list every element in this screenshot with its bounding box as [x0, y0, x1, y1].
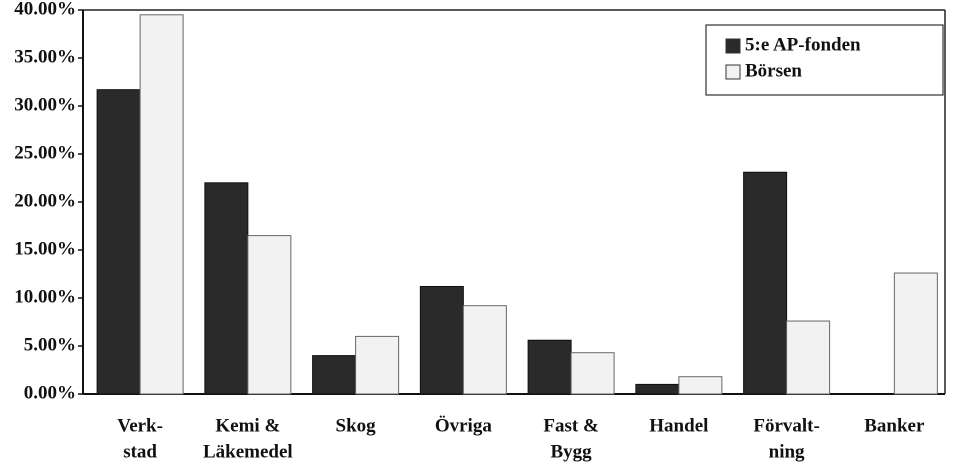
- legend-label: 5:e AP-fonden: [745, 34, 861, 55]
- bar: [96, 89, 141, 395]
- bar: [527, 339, 572, 395]
- legend-swatch: [725, 38, 741, 54]
- bar: [139, 14, 184, 395]
- bar: [570, 352, 615, 395]
- bar: [462, 305, 507, 395]
- x-tick-label: Verk-: [117, 415, 163, 436]
- bar: [355, 335, 400, 395]
- bar: [893, 272, 938, 395]
- y-tick-label: 40.00%: [14, 0, 76, 19]
- y-tick-label: 15.00%: [14, 238, 76, 259]
- legend-swatch: [725, 64, 741, 80]
- x-tick-label: Banker: [864, 415, 925, 436]
- bar: [635, 383, 680, 395]
- x-tick-label: Bygg: [551, 441, 593, 462]
- x-tick-label: Kemi &: [215, 415, 280, 436]
- bar: [419, 285, 464, 395]
- bar: [204, 182, 249, 395]
- x-tick-label: Läkemedel: [203, 441, 293, 462]
- x-tick-label: Handel: [649, 415, 708, 436]
- y-tick-label: 0.00%: [24, 382, 76, 403]
- x-tick-label: Förvalt-: [753, 415, 819, 436]
- x-tick-label: Övriga: [435, 415, 492, 436]
- bar: [786, 320, 831, 395]
- y-tick-label: 10.00%: [14, 286, 76, 307]
- y-tick-label: 5.00%: [24, 334, 76, 355]
- legend-label: Börsen: [745, 60, 802, 81]
- y-tick-label: 25.00%: [14, 142, 76, 163]
- x-tick-label: ning: [769, 441, 805, 462]
- x-tick-label: Fast &: [543, 415, 598, 436]
- bar: [743, 171, 788, 395]
- x-tick-label: Skog: [336, 415, 377, 436]
- bar: [678, 376, 723, 395]
- bar: [312, 355, 357, 395]
- y-tick-label: 20.00%: [14, 190, 76, 211]
- bar: [247, 235, 292, 395]
- y-tick-label: 35.00%: [14, 46, 76, 67]
- legend-box: [705, 24, 944, 96]
- y-tick-label: 30.00%: [14, 94, 76, 115]
- x-tick-label: stad: [123, 441, 157, 462]
